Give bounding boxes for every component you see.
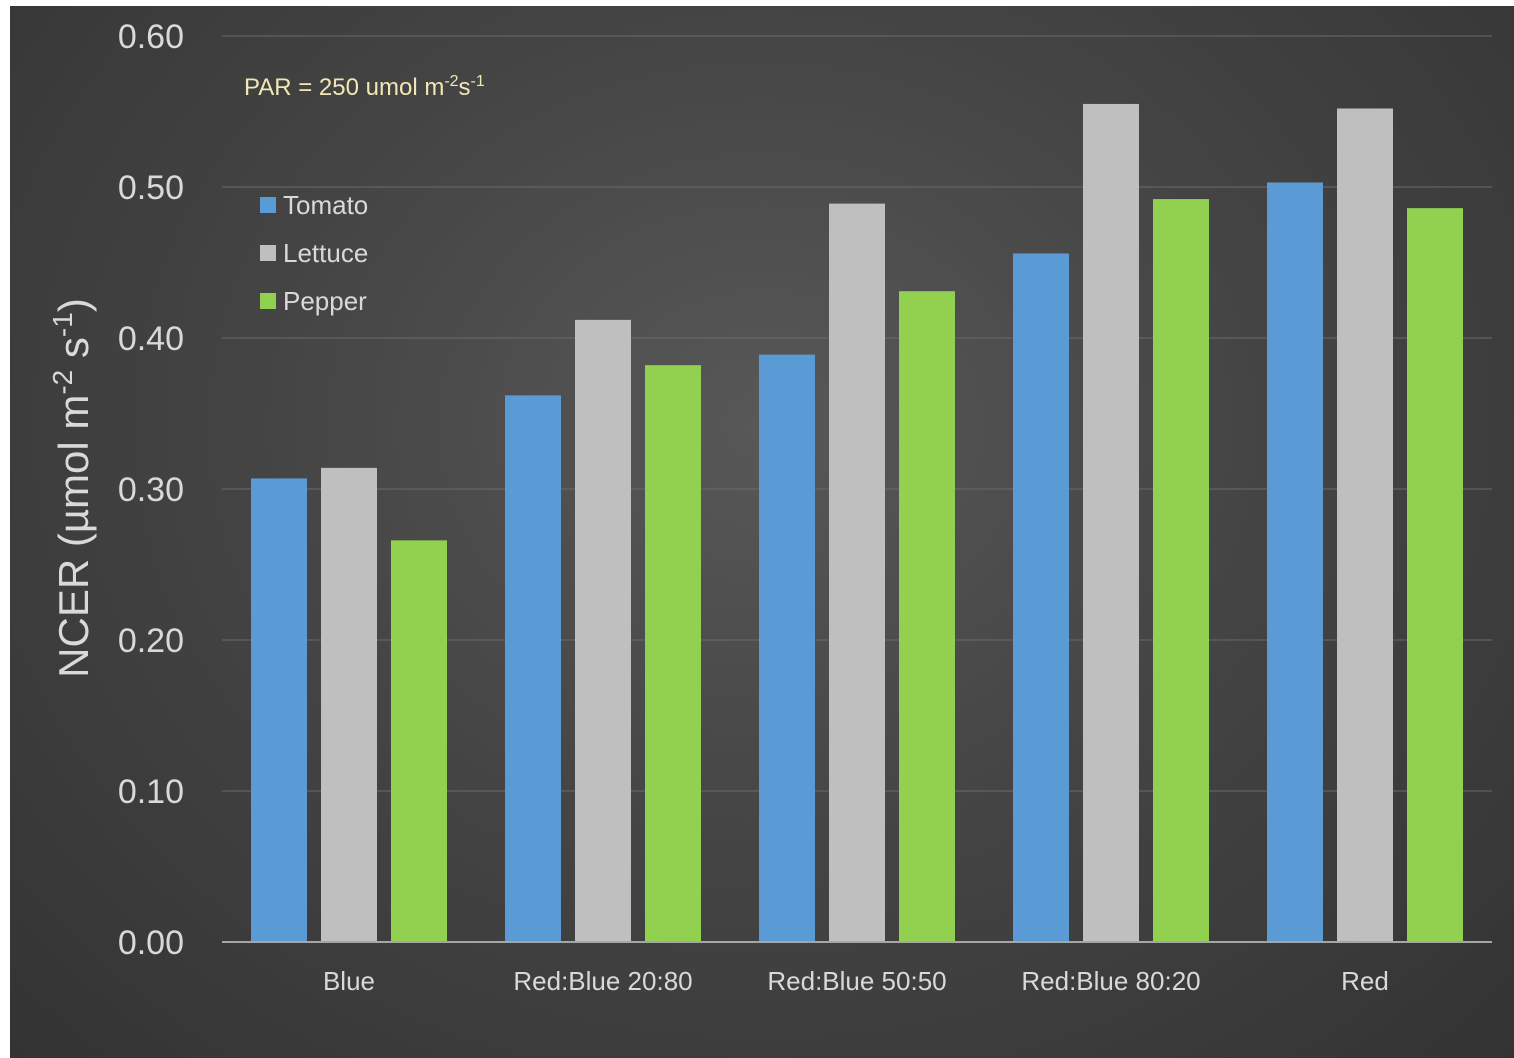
y-tick-label: 0.30	[118, 471, 184, 509]
bar-tomato	[1267, 182, 1323, 943]
legend-label-lettuce: Lettuce	[283, 238, 368, 268]
ncer-bar-chart: 0.00 0.10 0.20 0.30 0.40 0.50 0.60 Blue Red:Blu…	[47, 18, 1492, 996]
bar-pepper	[391, 540, 447, 942]
bar-tomato	[505, 395, 561, 942]
category-labels: Blue Red:Blue 20:80 Red:Blue 50:50 Red:Blue…	[323, 966, 1389, 996]
x-category-label: Red:Blue 80:20	[1021, 966, 1200, 996]
bar-lettuce	[1083, 103, 1139, 942]
bar-lettuce	[575, 319, 631, 942]
y-axis-title: NCER (µmol m-2 s-1)	[47, 298, 97, 678]
y-tick-labels: 0.00 0.10 0.20 0.30 0.40 0.50 0.60	[118, 18, 184, 962]
x-category-label: Blue	[323, 966, 375, 996]
y-tick-label: 0.50	[118, 169, 184, 207]
bar-pepper	[1407, 208, 1463, 942]
bar-tomato	[759, 354, 815, 942]
x-category-label: Red:Blue 20:80	[513, 966, 692, 996]
bar-pepper	[899, 291, 955, 942]
chart-panel: 0.00 0.10 0.20 0.30 0.40 0.50 0.60 Blue Red:Blu…	[10, 6, 1514, 1058]
bar-tomato	[251, 478, 307, 942]
legend-label-tomato: Tomato	[283, 190, 368, 220]
y-tick-label: 0.60	[118, 18, 184, 56]
par-annotation: PAR = 250 umol m-2s-1	[244, 73, 485, 101]
y-tick-label: 0.40	[118, 320, 184, 358]
bar-tomato	[1013, 253, 1069, 942]
bar-lettuce	[829, 203, 885, 943]
legend-swatch-tomato	[260, 197, 276, 213]
legend-swatch-lettuce	[260, 245, 276, 261]
bar-lettuce	[321, 467, 377, 942]
legend-label-pepper: Pepper	[283, 286, 367, 316]
y-tick-label: 0.20	[118, 622, 184, 660]
bar-pepper	[1153, 199, 1209, 942]
x-category-label: Red	[1341, 966, 1389, 996]
y-tick-label: 0.10	[118, 773, 184, 811]
x-category-label: Red:Blue 50:50	[767, 966, 946, 996]
bar-lettuce	[1337, 108, 1393, 943]
legend: Tomato Lettuce Pepper	[260, 190, 368, 316]
bars	[251, 103, 1463, 943]
bar-pepper	[645, 365, 701, 942]
legend-swatch-pepper	[260, 293, 276, 309]
y-tick-label: 0.00	[118, 924, 184, 962]
